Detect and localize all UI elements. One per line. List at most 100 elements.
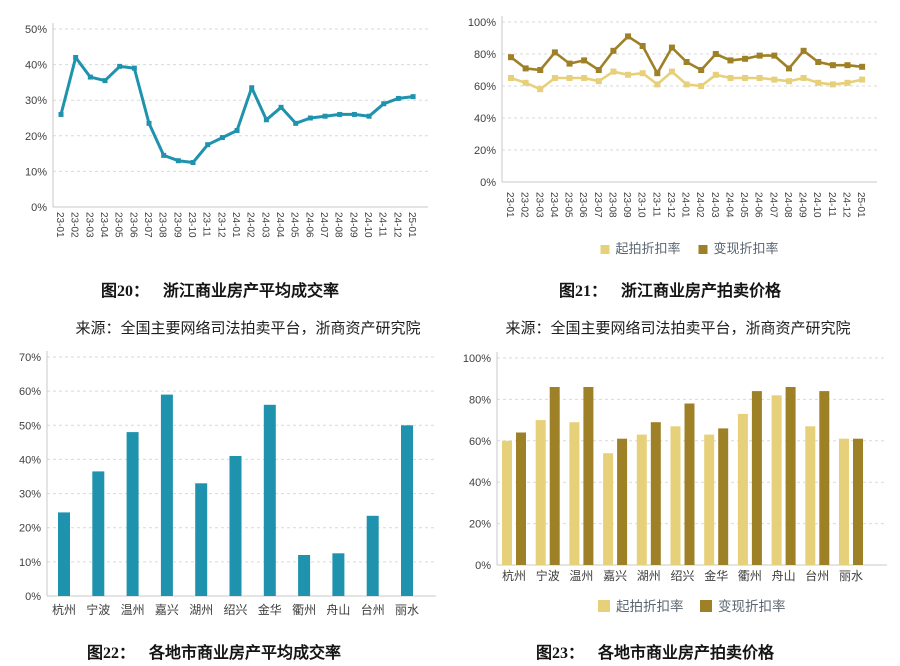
y-tick-label: 30%	[25, 95, 47, 107]
x-tick-label: 台州	[805, 568, 829, 583]
x-tick-label: 宁波	[536, 568, 560, 583]
x-tick-label: 24-05	[738, 192, 749, 218]
x-tick-label: 23-05	[113, 212, 124, 238]
y-tick-label: 70%	[19, 352, 41, 364]
x-tick-label: 23-03	[533, 192, 544, 218]
bar	[839, 438, 849, 565]
fig22-caption-title: 各地市商业房产平均成交率	[149, 645, 342, 662]
y-tick-label: 60%	[19, 386, 41, 398]
bar	[126, 432, 139, 596]
bar	[603, 453, 614, 565]
data-point-marker	[639, 70, 646, 77]
data-point-marker	[117, 63, 123, 69]
x-tick-label: 丽水	[839, 569, 863, 583]
data-point-marker	[537, 67, 544, 73]
bar	[785, 387, 796, 565]
data-point-marker	[712, 71, 719, 78]
data-point-marker	[219, 135, 225, 141]
x-tick-label: 24-07	[318, 212, 329, 238]
legend-swatch	[600, 245, 610, 254]
data-point-marker	[551, 49, 558, 56]
y-tick-label: 60%	[474, 81, 496, 93]
x-tick-label: 24-11	[377, 212, 388, 237]
data-point-marker	[727, 75, 734, 81]
fig20-line-chart: 0% 10% 20% 30% 40% 50% 23-01 23-02 23-03 23-04 23-…	[25, 23, 428, 238]
x-tick-label: 24-02	[245, 212, 256, 238]
bar	[535, 420, 546, 565]
data-point-marker	[278, 104, 284, 110]
y-tick-label: 0%	[475, 560, 491, 572]
bar	[92, 471, 105, 596]
x-tick-label: 23-10	[636, 192, 647, 218]
y-tick-label: 20%	[469, 519, 491, 531]
x-tick-label: 24-09	[797, 192, 808, 218]
y-tick-label: 10%	[19, 557, 41, 569]
x-tick-label: 23-04	[548, 192, 559, 218]
data-point-marker	[581, 57, 588, 64]
x-tick-label: 23-02	[69, 212, 80, 238]
data-point-marker	[844, 62, 851, 69]
data-point-marker	[683, 81, 690, 88]
y-tick-label: 40%	[474, 113, 496, 125]
x-tick-label: 24-04	[274, 212, 285, 238]
x-tick-label: 杭州	[52, 602, 76, 617]
data-point-marker	[639, 43, 646, 49]
y-tick-label: 80%	[474, 49, 496, 61]
data-point-marker	[249, 85, 255, 91]
x-tick-label: 25-01	[406, 212, 417, 238]
fig20-caption: 图20： 浙江商业房产平均成交率	[10, 277, 430, 301]
x-tick-label: 24-12	[391, 212, 402, 238]
x-tick-label: 台州	[361, 602, 385, 617]
bar	[617, 438, 628, 565]
x-tick-label: 24-01	[230, 212, 241, 238]
data-point-marker	[742, 55, 749, 62]
y-tick-label: 100%	[463, 353, 491, 365]
legend-swatch	[700, 600, 712, 612]
y-tick-label: 50%	[19, 420, 41, 432]
x-tick-label: 23-06	[127, 212, 138, 238]
y-tick-label: 60%	[469, 436, 491, 448]
legend-label: 变现折扣率	[714, 241, 779, 256]
bar	[549, 387, 560, 565]
data-point-marker	[366, 113, 372, 119]
data-point-marker	[522, 65, 529, 72]
x-tick-label: 23-01	[504, 192, 515, 218]
x-tick-label: 金华	[704, 568, 728, 583]
x-tick-label: 杭州	[502, 568, 526, 583]
fig21-source-note: 来源：全国主要网络司法拍卖平台，浙商资产研究院	[505, 321, 851, 337]
data-point-marker	[566, 60, 573, 67]
data-point-marker	[351, 111, 357, 117]
data-point-marker	[205, 142, 211, 148]
x-tick-label: 23-09	[171, 212, 182, 238]
x-tick-label: 丽水	[395, 603, 419, 617]
fig23-caption: 图23： 各地市商业房产拍卖价格	[455, 639, 855, 663]
data-point-marker	[756, 75, 763, 81]
fig20-source-note: 来源：全国主要网络司法拍卖平台，浙商资产研究院	[75, 321, 421, 337]
data-point-marker	[307, 115, 313, 121]
bar	[502, 440, 512, 565]
x-tick-label: 25-01	[855, 192, 866, 218]
data-point-marker	[844, 79, 851, 86]
x-tick-label: 绍兴	[223, 603, 247, 617]
bar	[751, 391, 762, 565]
data-point-marker	[381, 101, 387, 107]
x-tick-label: 23-01	[54, 212, 65, 238]
y-tick-label: 30%	[19, 489, 41, 501]
x-tick-label: 24-12	[840, 192, 851, 218]
data-point-marker	[654, 70, 661, 77]
fig22-caption-number: 图22：	[86, 645, 135, 662]
data-point-marker	[508, 75, 514, 81]
data-point-marker	[161, 152, 167, 158]
bar	[853, 438, 863, 565]
y-tick-label: 10%	[25, 166, 47, 178]
x-tick-label: 24-06	[753, 192, 764, 218]
bar	[583, 387, 594, 565]
data-point-marker	[668, 68, 675, 75]
fig21-caption-title: 浙江商业房产拍卖价格	[621, 283, 782, 300]
x-tick-label: 24-06	[303, 212, 314, 238]
line-series	[509, 35, 864, 75]
data-point-marker	[73, 54, 79, 60]
data-point-marker	[610, 68, 617, 75]
fig21-line-chart: 0% 20% 40% 60% 80% 100% 23-01 23-02 23-03 23-04 23…	[468, 16, 877, 256]
